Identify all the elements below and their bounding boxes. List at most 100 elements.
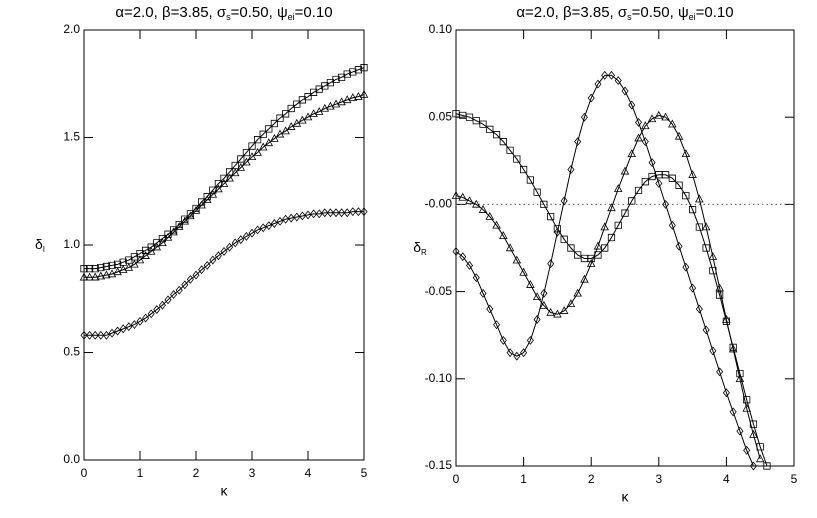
data-point [331,99,341,108]
data-point [485,211,495,220]
y-tick-label: -0.05 [425,284,453,298]
y-tick-label: 0.0 [63,452,80,466]
data-point [627,149,637,158]
series-line [455,74,754,467]
data-point [601,244,609,252]
data-point [547,259,555,269]
data-point [343,208,351,218]
x-tick-label: 2 [193,466,200,480]
data-point [601,70,609,80]
data-point [701,222,711,231]
data-point [465,196,474,205]
data-point [675,181,683,189]
x-tick-label: 0 [81,466,88,480]
data-point [553,309,562,318]
data-point [147,243,155,251]
y-tick-label: 1.0 [63,237,80,251]
data-point [282,110,290,118]
data-point [716,291,724,299]
data-point [492,220,501,229]
data-point [499,138,507,146]
data-point [756,443,764,451]
data-point [192,204,200,213]
data-point [743,445,751,455]
data-point [499,335,507,345]
data-point [594,79,602,89]
data-point [142,313,150,323]
data-point [614,221,622,229]
data-point [225,173,234,182]
data-point [119,324,127,334]
x-tick-label: 0 [453,472,460,486]
data-point [202,195,212,204]
data-point [709,267,717,275]
data-point [209,186,217,194]
data-point [236,162,246,171]
data-point [647,114,657,123]
data-point [310,209,318,219]
data-point [560,235,568,243]
data-point [175,285,183,295]
y-axis-label: δR [413,239,427,257]
data-point [231,161,239,170]
data-point [540,200,548,208]
data-point [181,215,189,223]
data-point [164,230,172,238]
data-point [360,64,368,72]
data-point [337,97,346,106]
data-point [486,304,494,314]
series-line [84,211,364,336]
data-point [181,280,189,290]
data-point [654,110,664,119]
y-tick-label: 0.10 [429,22,453,36]
data-point [242,157,251,166]
y-tick-label: 0.5 [63,345,80,359]
data-point [360,207,368,217]
y-tick-label: -0.15 [425,458,453,472]
data-point [729,343,737,352]
panel-title: α=2.0, β=3.85, σs=0.50, ψei=0.10 [516,4,733,22]
data-point [125,256,133,264]
data-point [648,172,656,181]
data-point [661,112,670,121]
data-point [749,420,758,428]
data-point [321,208,329,218]
data-point [505,243,515,252]
data-point [459,252,467,262]
data-point [702,244,710,252]
data-point [247,152,257,161]
data-point [749,429,758,438]
title-subscript: ei [689,12,696,22]
x-tick-label: 2 [588,472,595,486]
data-point [85,272,94,281]
data-point [506,348,514,358]
data-point [253,147,262,156]
series-line [455,114,761,460]
data-point [492,131,501,139]
data-point [102,270,111,279]
data-point [315,85,323,93]
data-point [276,114,284,122]
data-point [526,335,534,345]
x-tick-label: 3 [249,466,256,480]
title-subscript: ei [288,12,295,22]
data-point [354,207,362,217]
data-point [270,119,278,128]
x-tick-label: 1 [520,472,527,486]
plot-frame [83,29,365,461]
data-point [736,369,744,378]
data-point [702,325,710,335]
y-tick-label: -0.00 [425,197,453,211]
data-point [282,214,290,224]
data-point [451,191,461,199]
y-axis-label: δI [35,236,45,254]
data-point [359,89,369,98]
data-point [248,142,256,150]
data-point [349,207,357,217]
data-point [580,112,588,122]
data-point [107,269,117,278]
data-point [526,279,535,288]
data-point [293,212,301,222]
data-point [214,180,222,188]
